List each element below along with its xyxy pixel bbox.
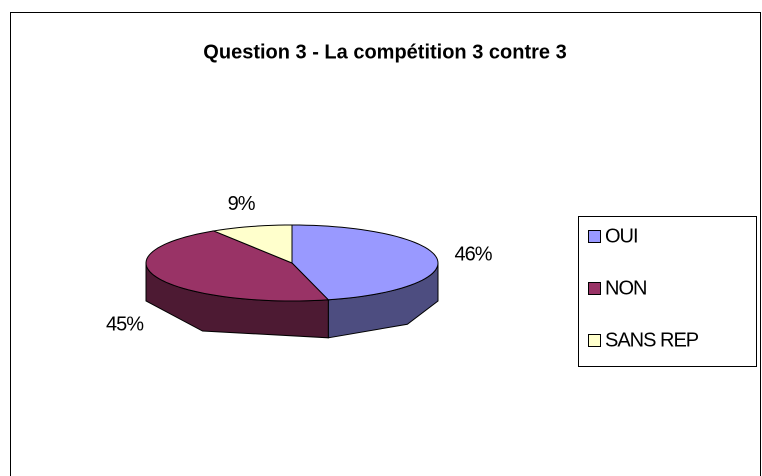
chart-title: Question 3 - La compétition 3 contre 3: [203, 41, 566, 63]
data-label: 46%: [455, 244, 493, 266]
legend-swatch: [588, 334, 601, 347]
data-label: 45%: [106, 313, 144, 335]
legend-label: OUI: [605, 225, 638, 247]
pie-slice: [145, 230, 330, 302]
pie-slice: [211, 224, 293, 264]
legend-swatch: [588, 230, 601, 243]
legend-label: NON: [605, 277, 646, 299]
pie-slice: [291, 224, 439, 301]
legend-swatch: [588, 282, 601, 295]
legend-label: SANS REP: [605, 329, 699, 351]
data-label: 9%: [228, 193, 256, 215]
legend-box: [578, 216, 757, 367]
